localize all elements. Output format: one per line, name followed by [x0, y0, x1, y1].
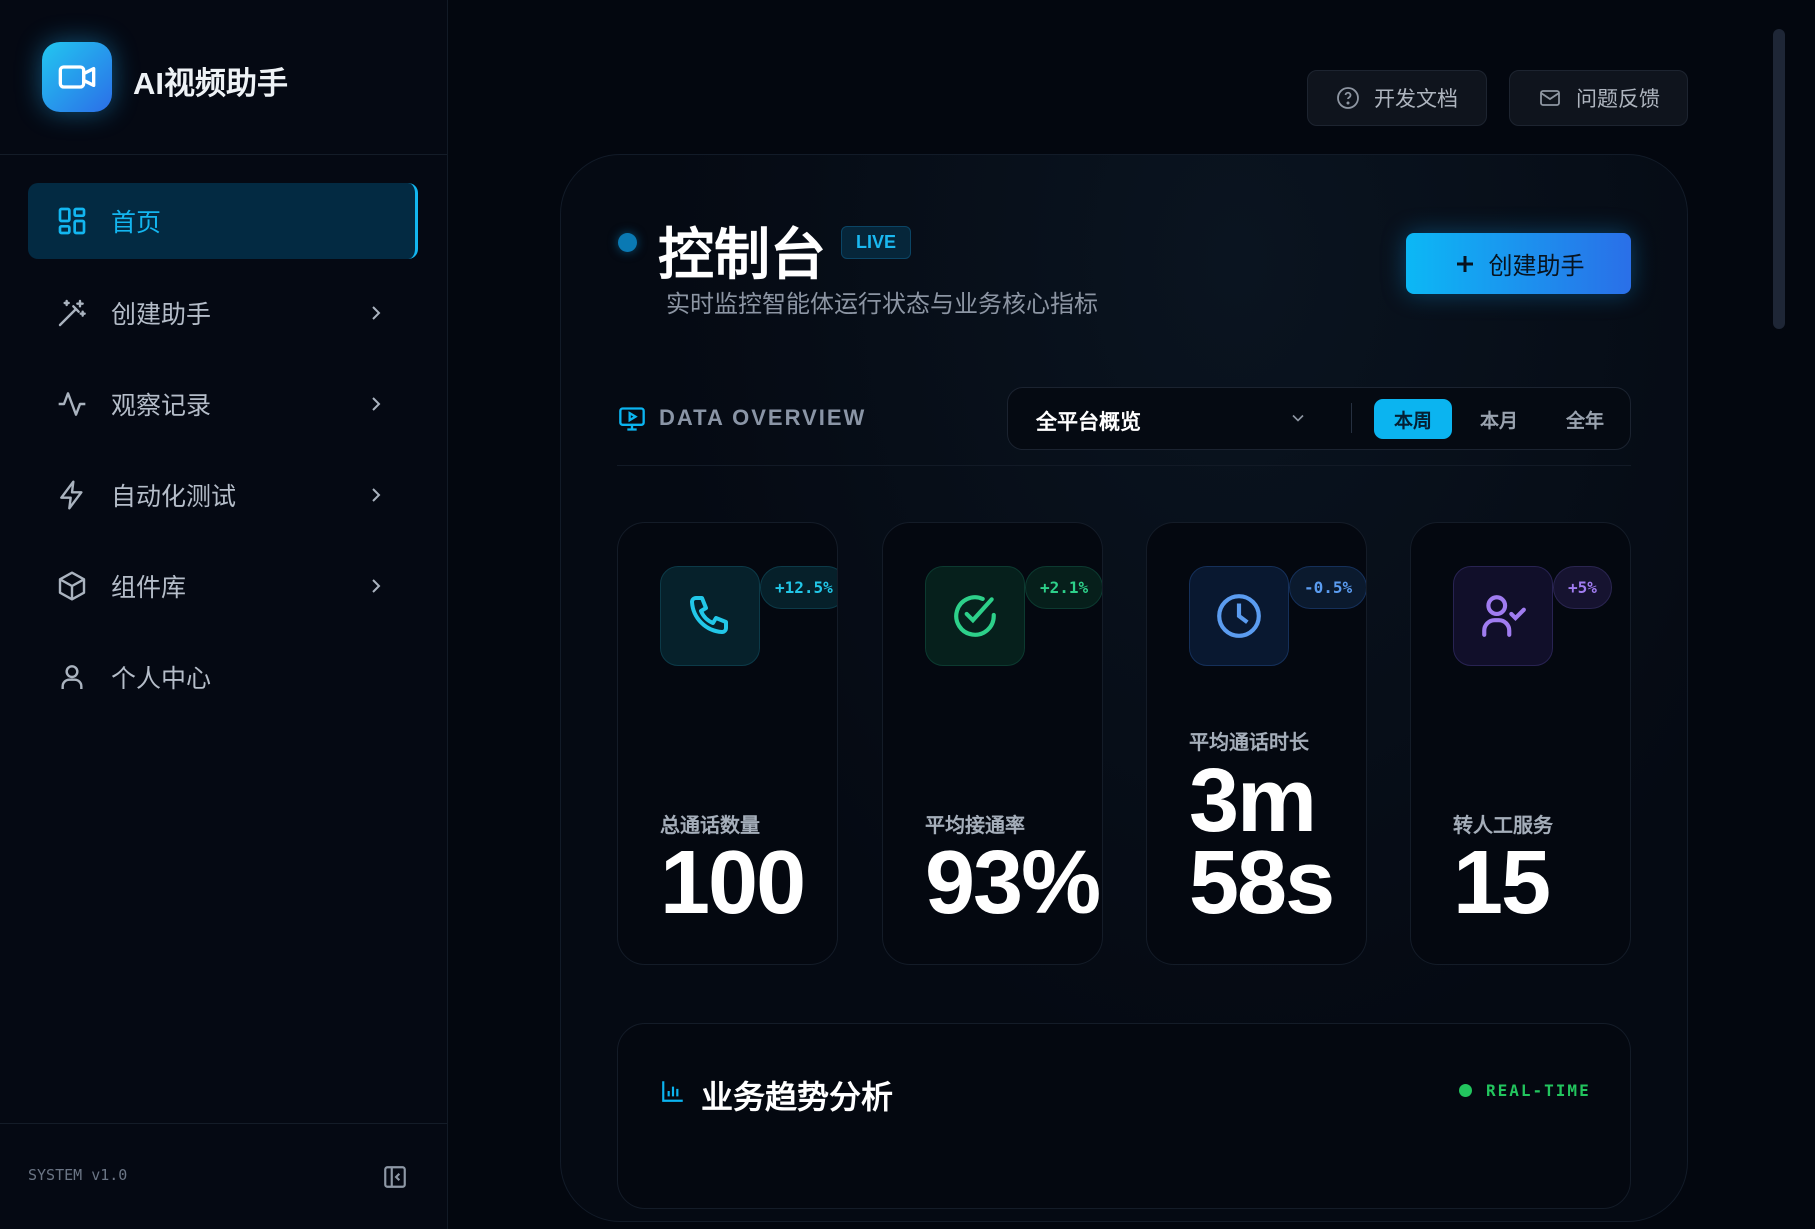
realtime-dot: [1459, 1084, 1472, 1097]
filter-bar: [1007, 387, 1631, 450]
status-dot: [618, 233, 637, 252]
trend-title: 业务趋势分析: [701, 1079, 894, 1115]
stat-label: 总通话数量: [660, 815, 760, 837]
chevron-right-icon: [372, 306, 381, 320]
stat-label: 平均通话时长: [1189, 732, 1309, 754]
user-icon: [61, 665, 83, 689]
stat-value: 100: [660, 833, 806, 933]
overview-label: DATA OVERVIEW: [659, 405, 867, 430]
platform-select[interactable]: 全平台概览: [1036, 411, 1141, 434]
app-title: AI视频助手: [133, 66, 288, 101]
logo: [42, 42, 112, 112]
sidebar-item-label: 自动化测试: [111, 483, 237, 511]
page-subtitle: 实时监控智能体运行状态与业务核心指标: [666, 291, 1098, 318]
divider: [617, 465, 1631, 466]
phone-icon: [690, 596, 728, 634]
feedback-button[interactable]: 问题反馈: [1509, 70, 1688, 126]
page-title: 控制台: [658, 223, 826, 286]
stat-value-seconds: 58s: [1189, 833, 1335, 933]
sidebar-item-label: 观察记录: [111, 392, 212, 420]
change-badge: +2.1%: [1025, 566, 1102, 609]
docs-label: 开发文档: [1374, 88, 1458, 111]
stat-label: 平均接通率: [925, 815, 1025, 837]
sidebar-item-components[interactable]: 组件库: [28, 548, 418, 624]
stat-value: 15: [1453, 833, 1551, 933]
stat-value-minutes: 3m: [1189, 751, 1317, 851]
change-badge: -0.5%: [1289, 566, 1366, 609]
stat-label: 转人工服务: [1453, 815, 1553, 837]
bar-chart-icon: [662, 1081, 683, 1102]
sidebar-item-profile[interactable]: 个人中心: [28, 639, 418, 715]
stat-card-avg-duration: -0.5% 平均通话时长 3m 58s: [1146, 522, 1367, 965]
check-circle-icon: [954, 595, 996, 637]
period-year[interactable]: 全年: [1565, 410, 1604, 432]
version-label: SYSTEM v1.0: [28, 1166, 128, 1184]
activity-icon: [58, 392, 86, 416]
help-circle-icon: [1337, 87, 1359, 109]
icon-box: [1453, 566, 1553, 666]
create-label: 创建助手: [1488, 253, 1585, 280]
sidebar-item-label: 创建助手: [111, 301, 212, 329]
trend-analysis-card: [617, 1023, 1631, 1209]
feedback-label: 问题反馈: [1576, 88, 1660, 111]
icon-box: [925, 566, 1025, 666]
icon-box: [1189, 566, 1289, 666]
video-camera-icon: [58, 65, 96, 89]
clock-icon: [1217, 594, 1261, 638]
realtime-label: REAL-TIME: [1486, 1081, 1591, 1100]
sidebar-item-label: 组件库: [111, 574, 187, 602]
collapse-sidebar-icon[interactable]: [382, 1164, 408, 1190]
period-month[interactable]: 本月: [1479, 410, 1518, 432]
sidebar-item-label: 首页: [111, 209, 162, 237]
divider: [0, 1123, 447, 1124]
sidebar-item-home[interactable]: 首页: [28, 183, 418, 259]
stat-card-connect-rate: +2.1% 平均接通率 93%: [882, 522, 1103, 965]
stat-card-human-transfer: +5% 转人工服务 15: [1410, 522, 1631, 965]
mail-icon: [1540, 90, 1560, 106]
icon-box: [660, 566, 760, 666]
chevron-right-icon: [372, 397, 381, 411]
lightning-icon: [60, 480, 83, 510]
grid-icon: [58, 207, 86, 235]
monitor-play-icon: [619, 407, 645, 431]
user-check-icon: [1482, 595, 1526, 637]
sidebar-item-label: 个人中心: [111, 665, 212, 693]
scrollbar[interactable]: [1773, 29, 1785, 329]
period-week[interactable]: 本周: [1374, 399, 1452, 439]
stat-value: 93%: [925, 833, 1101, 933]
sidebar-item-create-assistant[interactable]: 创建助手: [28, 275, 418, 351]
chevron-down-icon[interactable]: [1288, 408, 1308, 428]
plus-icon: [1456, 255, 1473, 272]
stat-card-total-calls: +12.5% 总通话数量 100: [617, 522, 838, 965]
sidebar-item-observation[interactable]: 观察记录: [28, 366, 418, 442]
live-badge: LIVE: [841, 226, 911, 259]
sidebar: AI视频助手 首页 创建助手 观察记录 自动化测试 组件库 个人中心 SYSTE…: [0, 0, 448, 1229]
divider: [1351, 403, 1352, 433]
chevron-right-icon: [372, 488, 381, 502]
chevron-right-icon: [372, 579, 381, 593]
create-assistant-button[interactable]: 创建助手: [1406, 233, 1631, 294]
change-badge: +5%: [1553, 566, 1612, 609]
content-viewport: 控制台 LIVE 实时监控智能体运行状态与业务核心指标 创建助手 DATA OV…: [560, 154, 1688, 1222]
divider: [0, 154, 447, 155]
magic-wand-icon: [58, 299, 86, 327]
change-badge: +12.5%: [760, 566, 837, 609]
sidebar-item-automation[interactable]: 自动化测试: [28, 457, 418, 533]
docs-button[interactable]: 开发文档: [1307, 70, 1487, 126]
cube-icon: [58, 571, 86, 601]
